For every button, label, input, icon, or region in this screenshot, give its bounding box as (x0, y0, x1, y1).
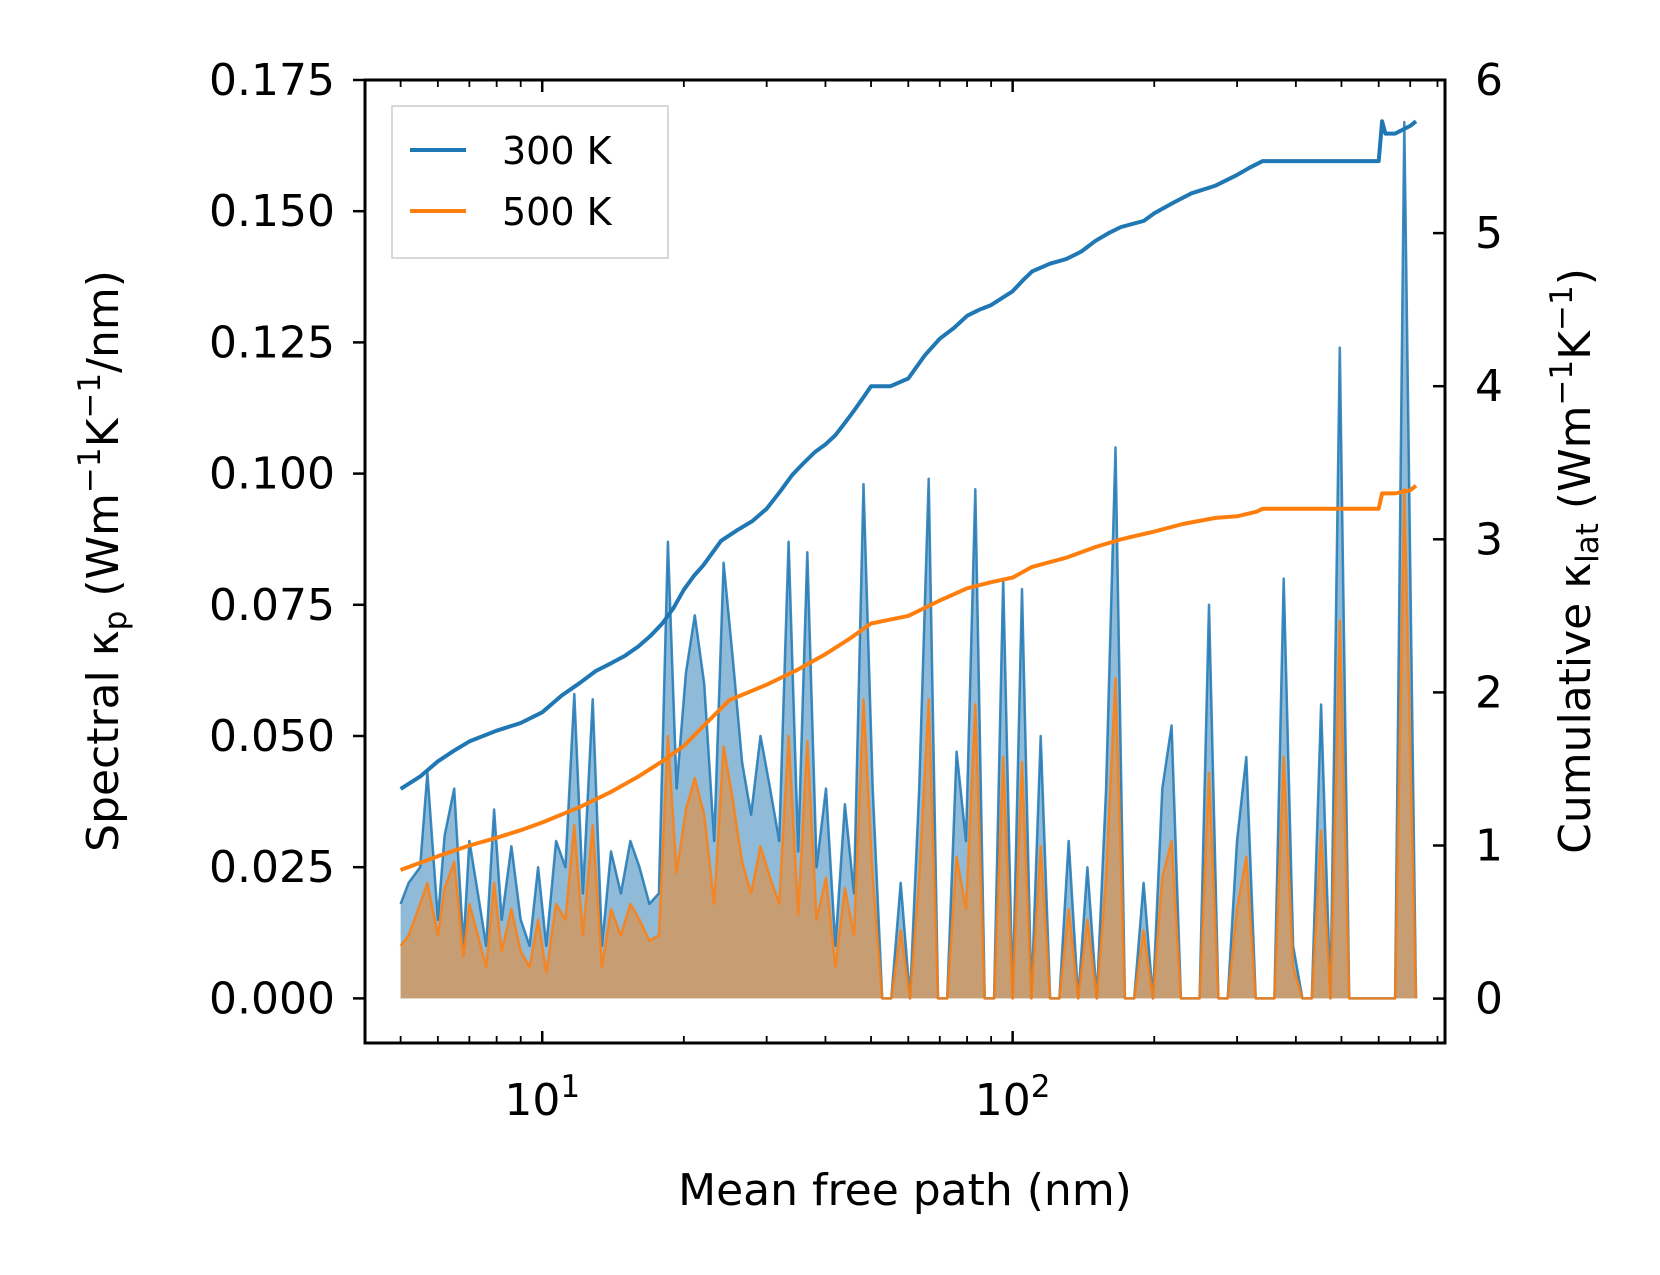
y-left-tick-label: 0.175 (209, 55, 335, 106)
legend-label-500k: 500 K (502, 190, 613, 234)
y-right-tick-label: 3 (1475, 514, 1503, 565)
y-left-tick-label: 0.050 (209, 711, 335, 762)
y-left-tick-label: 0.075 (209, 580, 335, 631)
y-left-tick-label: 0.100 (209, 449, 335, 500)
x-axis-title: Mean free path (nm) (678, 1165, 1132, 1216)
y-left-tick-label: 0.150 (209, 186, 335, 237)
legend-label-300k: 300 K (502, 129, 613, 173)
y-left-tick-label: 0.025 (209, 842, 335, 893)
plot-layer (399, 119, 1418, 1000)
legend: 300 K 500 K (391, 105, 669, 259)
plot-frame (363, 78, 1447, 1045)
cumulative-line-500k (399, 484, 1418, 872)
y-right-tick-label: 0 (1475, 974, 1503, 1025)
x-tick-label: 102 (975, 1069, 1051, 1126)
y-right-tick-label: 1 (1475, 821, 1503, 872)
y-right-tick-label: 5 (1475, 208, 1503, 259)
legend-box (391, 105, 669, 259)
y-left-tick-label: 0.125 (209, 317, 335, 368)
y-right-tick-label: 2 (1475, 667, 1503, 718)
y-axis-title-right: Cumulative κlat (Wm−1K−1) (1544, 268, 1606, 854)
y-left-tick-label: 0.000 (209, 973, 335, 1024)
y-right-tick-label: 6 (1475, 55, 1503, 106)
x-tick-label: 101 (504, 1069, 580, 1126)
spectral-line-300k (399, 120, 1418, 1000)
y-right-tick-label: 4 (1475, 361, 1503, 412)
axes-layer: 101 1020.0000.0250.0500.0750.1000.1250.15… (209, 55, 1503, 1126)
y-axis-title-left: Spectral κp (Wm−1K−1/nm) (72, 270, 134, 852)
spectral-line-500k (399, 488, 1418, 1000)
cumulative-line-300k (399, 119, 1418, 791)
